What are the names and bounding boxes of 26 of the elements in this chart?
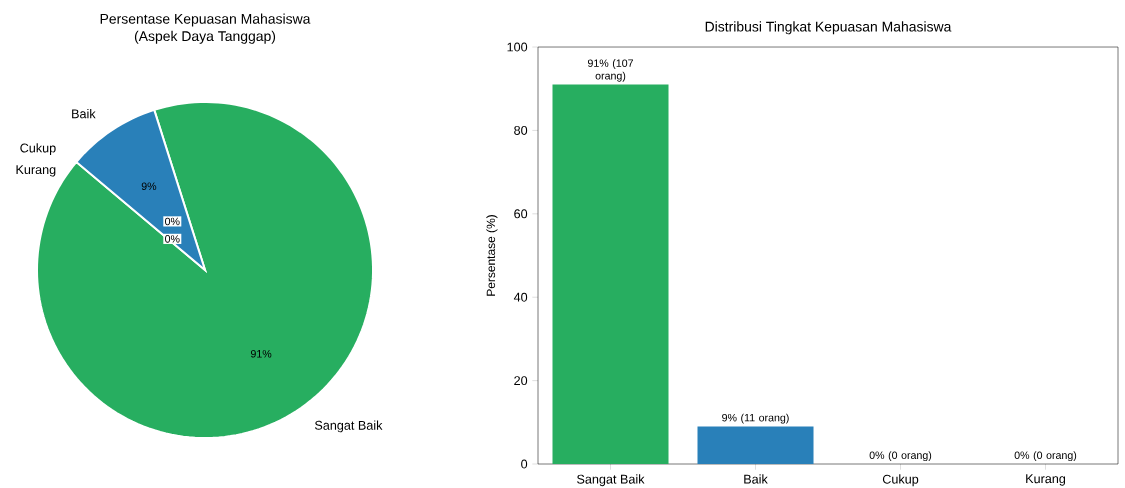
x-tick-label: Cukup (882, 474, 919, 487)
x-tick-label: Sangat Baik (577, 474, 645, 487)
y-tick-label: 0 (521, 459, 528, 469)
slice-label: Sangat Baik (314, 420, 383, 433)
chart-subtitle: (Aspek Daya Tanggap) (134, 30, 276, 44)
y-tick-label: 40 (513, 292, 528, 302)
data-label: 9% (141, 182, 157, 190)
data-label: 91% (250, 350, 272, 358)
data-label: 0% (0 orang) (869, 451, 932, 462)
chart-title: Distribusi Tingkat Kepuasan Mahasiswa (705, 21, 952, 35)
chart-title: Persentase Kepuasan Mahasiswa (100, 13, 311, 27)
y-tick-label: 60 (514, 209, 528, 219)
text: 0% (165, 235, 180, 243)
data-label: 9% (11 orang) (722, 413, 789, 424)
data-label: 91% (107 orang) (587, 59, 634, 82)
y-axis-title: Persentase (%) (486, 215, 498, 296)
y-tick-label: 20 (514, 376, 528, 386)
category-label: Cukup (20, 143, 56, 155)
x-tick-label: Baik (744, 474, 768, 484)
x-tick-label: Kurang (1026, 474, 1066, 486)
slice-label: Baik (72, 109, 96, 119)
data-label: 0% (0 orang) (1014, 451, 1077, 462)
y-tick-label: 100 (507, 42, 528, 52)
y-tick-label: 80 (514, 125, 528, 135)
text: 0% (165, 217, 180, 226)
category-label: Kurang (16, 165, 56, 177)
